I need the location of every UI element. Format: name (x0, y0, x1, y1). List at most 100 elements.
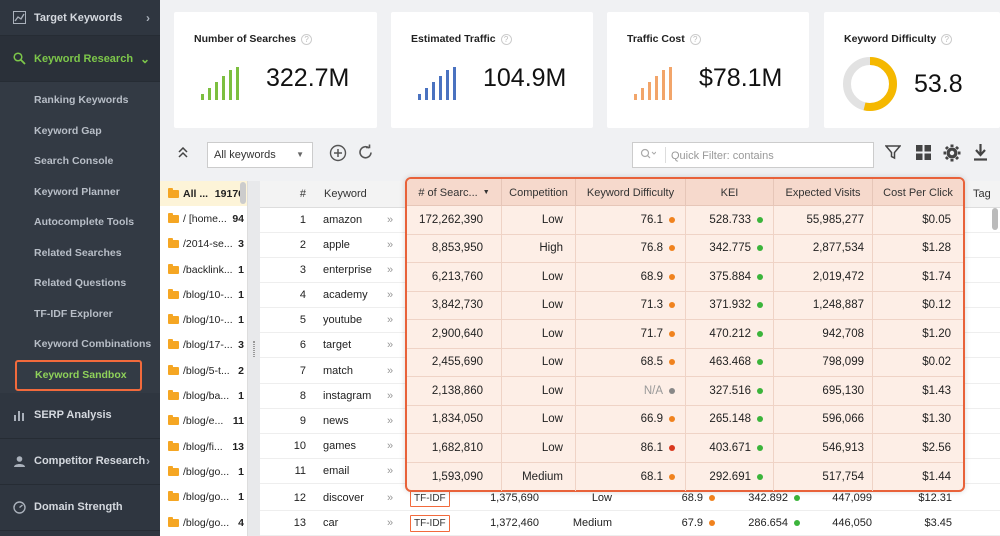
quick-filter-input[interactable]: Quick Filter: contains (632, 142, 874, 168)
keyword-cell[interactable]: games (323, 440, 357, 452)
keyword-cell[interactable]: email (323, 465, 350, 477)
sidebar-item-keyword-gap[interactable]: Keyword Gap (34, 124, 102, 137)
folder-item[interactable]: /blog/17-... 3 (160, 333, 247, 358)
keyword-cell[interactable]: amazon (323, 214, 363, 226)
folder-item[interactable]: /blog/10-... 1 (160, 282, 247, 307)
tf-idf-badge[interactable]: TF-IDF (410, 489, 450, 507)
sidebar-section-serp-analysis[interactable]: SERP Analysis (0, 393, 160, 439)
card-value: $78.1M (699, 64, 783, 92)
sidebar-item-ranking-keywords[interactable]: Ranking Keywords (34, 94, 129, 107)
help-icon[interactable]: ? (689, 33, 701, 45)
searches-cell: 2,900,640 (407, 320, 502, 348)
folder-item[interactable]: /blog/10-... 1 (160, 307, 247, 332)
col-header-competition[interactable]: Competition (502, 179, 576, 206)
keyword-cell[interactable]: youtube (323, 314, 363, 326)
expand-arrows-icon[interactable]: » (387, 264, 394, 276)
row-number: 6 (299, 339, 306, 351)
expand-arrows-icon[interactable]: » (387, 314, 394, 326)
keyword-cell[interactable]: apple (323, 239, 350, 251)
difficulty-dot-icon (669, 273, 675, 280)
keyword-scope-select[interactable]: All keywords ▼ (207, 142, 313, 168)
tf-idf-badge[interactable]: TF-IDF (410, 514, 450, 532)
expand-arrows-icon[interactable]: » (387, 492, 394, 504)
col-header-keyword[interactable]: Keyword (316, 181, 406, 208)
expand-arrows-icon[interactable]: » (387, 440, 394, 452)
keyword-cell[interactable]: news (323, 415, 349, 427)
folder-item[interactable]: /blog/5-t... 2 (160, 358, 247, 383)
keyword-cell[interactable]: match (323, 365, 353, 377)
folder-item[interactable]: /blog/go... 4 (160, 510, 247, 535)
folder-item[interactable]: /blog/e... 11 (160, 409, 247, 434)
folder-item[interactable]: /2014-se... 3 (160, 232, 247, 257)
folder-item[interactable]: / [home... 94 (160, 206, 247, 231)
expand-arrows-icon[interactable]: » (387, 365, 394, 377)
col-header-tag[interactable]: Tag (963, 181, 1000, 208)
highlighted-row[interactable]: 2,455,690 Low 68.5 463.468 798,099 $0.02 (407, 348, 963, 377)
expand-arrows-icon[interactable]: » (387, 339, 394, 351)
col-header-cost-per-click[interactable]: Cost Per Click (883, 186, 953, 199)
highlighted-row[interactable]: 3,842,730 Low 71.3 371.932 1,248,887 $0.12 (407, 291, 963, 320)
col-header-number[interactable]: # (260, 181, 316, 208)
folder-item[interactable]: /blog/fi... 13 (160, 434, 247, 459)
add-icon[interactable] (327, 144, 349, 166)
highlighted-row[interactable]: 1,593,090 Medium 68.1 292.691 517,754 $1.44 (407, 462, 963, 491)
help-icon[interactable]: ? (301, 33, 313, 45)
help-icon[interactable]: ? (500, 33, 512, 45)
keyword-cell[interactable]: car (323, 517, 339, 529)
table-row[interactable]: 13 car » TF-IDF 1,372,460 Medium 67.9 286.654 44… (260, 511, 1000, 536)
folder-item[interactable]: /backlink... 1 (160, 257, 247, 282)
expand-arrows-icon[interactable]: » (387, 415, 394, 427)
highlighted-row[interactable]: 2,138,860 Low N/A 327.516 695,130 $1.43 (407, 377, 963, 406)
highlighted-row[interactable]: 6,213,760 Low 68.9 375.884 2,019,472 $1.74 (407, 263, 963, 292)
kei-dot-icon (757, 359, 763, 366)
grid-view-icon[interactable] (912, 144, 934, 166)
table-scrollbar[interactable] (992, 208, 998, 230)
highlighted-row[interactable]: 172,262,390 Low 76.1 528.733 55,985,277 $0.05 (407, 206, 963, 235)
sidebar-section-keyword-research[interactable]: Keyword Research ⌄ (0, 36, 160, 82)
col-header-kei[interactable]: KEI (686, 179, 774, 206)
sidebar-section-domain-strength[interactable]: Domain Strength (0, 485, 160, 531)
keyword-cell[interactable]: target (323, 339, 352, 351)
keyword-cell[interactable]: discover (323, 492, 364, 504)
sidebar-item-related-questions[interactable]: Related Questions (34, 277, 127, 290)
sidebar-item-tf-idf-explorer[interactable]: TF-IDF Explorer (34, 307, 113, 320)
folder-count: 13 (232, 440, 244, 453)
expand-arrows-icon[interactable]: » (387, 517, 394, 529)
table-row[interactable]: 12 discover » TF-IDF 1,375,690 Low 68.9 342.892… (260, 486, 1000, 511)
tree-scrollbar[interactable] (240, 182, 246, 204)
folder-item[interactable]: /blog/ba... 1 (160, 383, 247, 408)
sidebar-item-related-searches[interactable]: Related Searches (34, 246, 122, 259)
highlighted-row[interactable]: 1,834,050 Low 66.9 265.148 596,066 $1.30 (407, 405, 963, 434)
highlighted-row[interactable]: 8,853,950 High 76.8 342.775 2,877,534 $1.28 (407, 234, 963, 263)
folder-item[interactable]: /blog/go... 1 (160, 459, 247, 484)
expand-arrows-icon[interactable]: » (387, 239, 394, 251)
expand-arrows-icon[interactable]: » (387, 289, 394, 301)
help-icon[interactable]: ? (941, 33, 953, 45)
folder-item[interactable]: All ... 19176 (160, 181, 247, 207)
sidebar-item-search-console[interactable]: Search Console (34, 155, 114, 168)
download-icon[interactable] (969, 144, 991, 166)
expand-arrows-icon[interactable]: » (387, 390, 394, 402)
panel-splitter[interactable] (248, 181, 260, 536)
highlighted-row[interactable]: 1,682,810 Low 86.1 403.671 546,913 $2.56 (407, 434, 963, 463)
keyword-cell[interactable]: enterprise (323, 264, 372, 276)
refresh-icon[interactable] (354, 144, 376, 166)
sidebar-item-keyword-combinations[interactable]: Keyword Combinations (34, 338, 152, 351)
collapse-icon[interactable] (178, 146, 188, 162)
keyword-cell[interactable]: instagram (323, 390, 372, 402)
col-header-keyword-difficulty[interactable]: Keyword Difficulty (576, 179, 686, 206)
expand-arrows-icon[interactable]: » (387, 465, 394, 477)
gear-icon[interactable] (941, 144, 963, 166)
sidebar-section-target-keywords[interactable]: Target Keywords › (0, 0, 160, 36)
filter-icon[interactable] (882, 144, 904, 166)
expand-arrows-icon[interactable]: » (387, 214, 394, 226)
sidebar-item-keyword-sandbox[interactable]: Keyword Sandbox (15, 359, 142, 391)
sidebar-section-competitor-research[interactable]: Competitor Research › (0, 439, 160, 485)
col-header-expected-visits[interactable]: Expected Visits (774, 179, 873, 206)
keyword-cell[interactable]: academy (323, 289, 368, 301)
col-header-searches[interactable]: # of Searc... ▼ (407, 179, 502, 206)
folder-item[interactable]: /blog/go... 1 (160, 485, 247, 510)
sidebar-item-keyword-planner[interactable]: Keyword Planner (34, 185, 120, 198)
sidebar-item-autocomplete-tools[interactable]: Autocomplete Tools (34, 216, 135, 229)
highlighted-row[interactable]: 2,900,640 Low 71.7 470.212 942,708 $1.20 (407, 320, 963, 349)
